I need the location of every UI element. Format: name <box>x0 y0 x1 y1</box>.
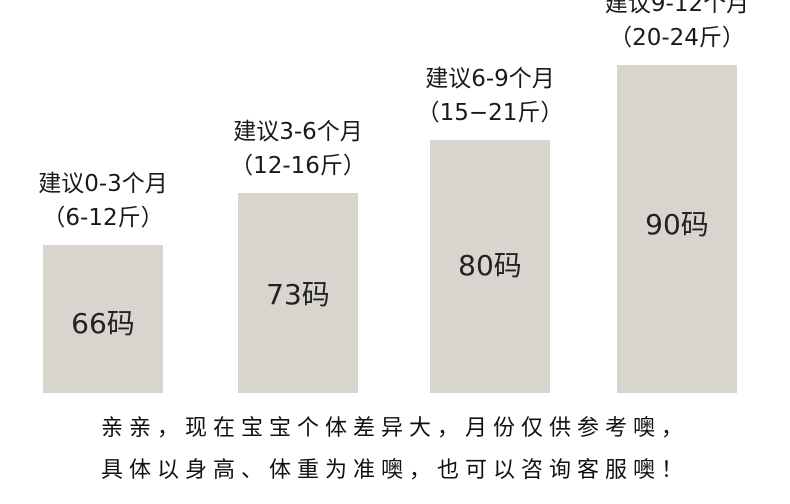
category-label-3: 建议6-9个月 <box>425 66 555 92</box>
bar-1 <box>43 245 163 393</box>
bar-value-label-3: 80码 <box>458 248 522 282</box>
bar-4 <box>617 65 737 393</box>
category-label-1: 建议0-3个月 <box>38 171 168 197</box>
bar-value-label-1: 66码 <box>71 306 135 340</box>
bar-value-label-2: 73码 <box>266 277 330 311</box>
bar-2 <box>238 192 358 393</box>
note-line-2: 具体以身高、体重为准噢，也可以咨询客服噢！ <box>100 458 689 483</box>
weight-range-label-1: （6-12斤） <box>42 205 164 231</box>
weight-range-label-2: （12-16斤） <box>230 152 366 179</box>
category-label-4: 建议9-12个月 <box>604 0 750 17</box>
weight-range-label-3: （15−21斤） <box>416 100 564 126</box>
category-label-2: 建议3-6个月 <box>233 118 363 145</box>
size-chart: 66码 建议0-3个月 （6-12斤） 73码 建议3-6个月 （12-16斤） 80码 建议… <box>38 0 750 393</box>
weight-range-label-4: （20-24斤） <box>609 25 745 51</box>
note-line-1: 亲亲，现在宝宝个体差异大，月份仅供参考噢， <box>100 416 689 441</box>
bar-3 <box>430 140 550 393</box>
bar-value-label-4: 90码 <box>645 207 709 241</box>
